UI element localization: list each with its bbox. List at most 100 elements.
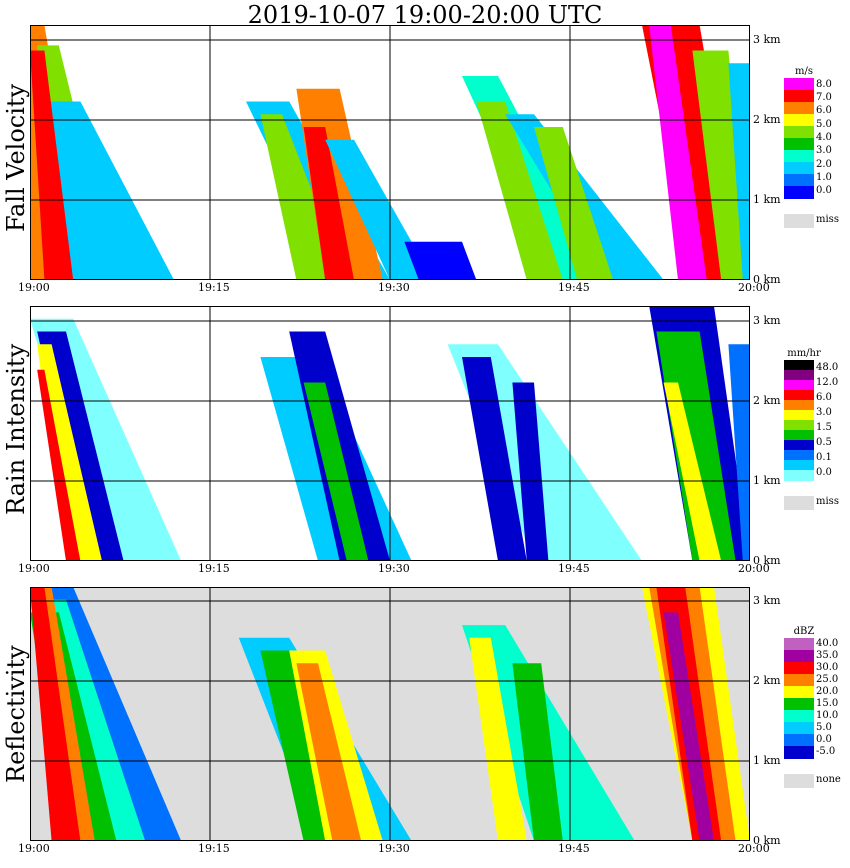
legend-label: 15.0 — [816, 698, 839, 709]
x-tick-label: 19:15 — [198, 842, 230, 855]
legend-label: 12.0 — [816, 376, 839, 388]
legend-label: 35.0 — [816, 650, 839, 661]
legend-swatch — [784, 662, 814, 675]
echo-band — [469, 637, 527, 841]
legend-swatch — [784, 138, 814, 151]
legend-swatch — [784, 370, 814, 381]
echo-band — [728, 63, 750, 280]
x-tick-label: 19:30 — [378, 842, 410, 855]
y-tick-label: 1 km — [753, 474, 781, 487]
echo-band — [37, 344, 103, 561]
ylabel-fall-velocity: Fall Velocity — [2, 83, 30, 232]
legend-swatch — [784, 674, 814, 687]
panel-rain-intensity — [30, 306, 750, 561]
legend-label: 20.0 — [816, 686, 839, 697]
echo-band — [663, 382, 722, 561]
legend-swatch — [784, 114, 814, 127]
legend-label: 6.0 — [816, 105, 832, 117]
legend-swatch — [784, 470, 814, 481]
legend-swatch — [784, 420, 814, 431]
x-tick-label: 19:45 — [558, 562, 590, 575]
legend-swatch — [784, 450, 814, 461]
legend-label: 0.1 — [816, 451, 832, 463]
echo-band — [303, 382, 369, 561]
y-tick-label: 3 km — [753, 594, 781, 607]
legend-unit: m/s — [795, 66, 813, 77]
legend-swatch — [784, 78, 814, 91]
legend-swatch — [784, 460, 814, 471]
legend-swatch — [784, 90, 814, 103]
echo-band — [512, 663, 563, 841]
echo-band — [534, 127, 614, 280]
echo-band — [663, 612, 714, 841]
legend-swatch — [784, 400, 814, 411]
x-tick-label: 19:00 — [18, 281, 50, 294]
legend-swatch — [784, 410, 814, 421]
legend-label: 3.0 — [816, 406, 832, 418]
legend-miss-swatch — [784, 214, 814, 228]
legend-label: 30.0 — [816, 662, 839, 673]
legend-label: 6.0 — [816, 391, 832, 403]
legend-swatch — [784, 186, 814, 199]
ylabel-rain-intensity: Rain Intensity — [2, 343, 30, 515]
y-tick-label: 3 km — [753, 33, 781, 46]
echo-band — [303, 127, 354, 280]
y-tick-label: 0 km — [753, 554, 781, 567]
echo-band — [296, 663, 362, 841]
legend-label: 8.0 — [816, 78, 832, 90]
legend-label: 3.0 — [816, 145, 832, 157]
legend-label: 0.0 — [816, 734, 832, 745]
legend-label: 1.0 — [816, 172, 832, 183]
x-tick-label: 19:15 — [198, 281, 230, 294]
x-tick-label: 19:30 — [378, 562, 410, 575]
echo-band — [30, 50, 74, 280]
legend-swatch — [784, 126, 814, 139]
y-tick-label: 0 km — [753, 834, 781, 847]
legend-unit: dBZ — [793, 626, 815, 637]
echo-band — [37, 369, 81, 561]
legend-miss-swatch — [784, 774, 814, 788]
legend-swatch — [784, 734, 814, 747]
x-tick-label: 19:45 — [558, 281, 590, 294]
y-tick-label: 2 km — [753, 113, 781, 126]
legend-label: 25.0 — [816, 674, 839, 685]
legend-label: 4.0 — [816, 132, 832, 143]
legend-label: 7.0 — [816, 92, 832, 103]
echo-band — [512, 382, 549, 561]
legend-swatch — [784, 722, 814, 735]
legend-swatch — [784, 650, 814, 663]
echo-band — [404, 241, 477, 280]
legend-label: 5.0 — [816, 722, 832, 733]
legend-swatch — [784, 698, 814, 711]
plot-frame — [30, 587, 750, 841]
y-tick-label: 1 km — [753, 754, 781, 767]
y-tick-label: 3 km — [753, 314, 781, 327]
x-tick-label: 20:00 — [738, 281, 770, 294]
x-tick-label: 19:30 — [378, 281, 410, 294]
legend-swatch — [784, 162, 814, 175]
legend-label: -5.0 — [816, 746, 836, 757]
echo-band — [692, 50, 750, 280]
x-tick-label: 19:45 — [558, 842, 590, 855]
echo-band — [649, 25, 707, 280]
plot-frame — [30, 306, 750, 561]
echo-band — [462, 357, 527, 561]
legend-label: 0.0 — [816, 466, 832, 478]
legend-miss-swatch — [784, 496, 814, 510]
legend-miss-label: miss — [816, 214, 839, 225]
legend-fall-velocity: m/s 8.0 7.0 6.0 5.0 4.0 3.0 2.0 1.0 0.0 miss — [784, 66, 844, 236]
legend-swatch — [784, 150, 814, 163]
legend-swatch — [784, 746, 814, 759]
legend-miss-label: none — [816, 774, 841, 785]
echo-band — [476, 101, 563, 280]
legend-rain-intensity: mm/hr 48.0 12.0 6.0 3.0 1.5 0.5 0.1 0.0 miss — [784, 348, 844, 518]
legend-swatch — [784, 360, 814, 371]
x-tick-label: 20:00 — [738, 562, 770, 575]
legend-label: 2.0 — [816, 158, 832, 170]
legend-label: 48.0 — [816, 361, 839, 373]
legend-swatch — [784, 686, 814, 699]
x-tick-label: 19:00 — [18, 562, 50, 575]
plot-frame — [30, 25, 750, 280]
legend-swatch — [784, 102, 814, 115]
legend-label: 1.5 — [816, 421, 832, 433]
